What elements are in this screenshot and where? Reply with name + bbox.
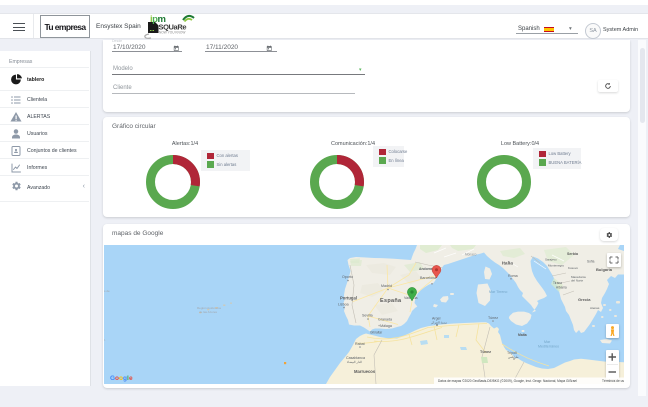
svg-text:Montenegro: Montenegro: [548, 264, 564, 268]
svg-text:Marruecos: Marruecos: [354, 369, 376, 374]
svg-text:Andorra: Andorra: [419, 267, 432, 271]
svg-text:Albania: Albania: [556, 286, 567, 290]
svg-text:Túnez: Túnez: [480, 350, 491, 354]
svg-text:NOW YOU KNOW: NOW YOU KNOW: [159, 31, 185, 35]
svg-text:Barcelona: Barcelona: [420, 276, 436, 280]
svg-text:Región Autónoma: Región Autónoma: [197, 306, 221, 310]
svg-text:ipm: ipm: [150, 14, 165, 25]
svg-text:الدار البيضاء: الدار البيضاء: [347, 360, 362, 364]
svg-text:Gibraltar: Gibraltar: [370, 331, 383, 335]
svg-text:Serbia: Serbia: [567, 252, 579, 256]
svg-text:Grecia: Grecia: [578, 297, 591, 302]
svg-text:Lisboa: Lisboa: [338, 303, 349, 307]
svg-text:مدينة الجزائر: مدينة الجزائر: [430, 321, 447, 325]
svg-text:Mar: Mar: [544, 340, 551, 344]
svg-text:Sofía: Sofía: [587, 260, 595, 264]
svg-text:Roma: Roma: [508, 274, 518, 278]
svg-text:Datos de mapas ©2020 GeoBasis-: Datos de mapas ©2020 GeoBasis-DE/BKG (©2…: [438, 379, 577, 383]
svg-text:o: o: [119, 375, 123, 382]
svg-text:g: g: [123, 375, 127, 382]
svg-text:Atenas: Atenas: [590, 306, 600, 310]
svg-text:Macedonia: Macedonia: [571, 275, 586, 279]
svg-text:España: España: [380, 298, 402, 304]
svg-text:Trípoli: Trípoli: [507, 351, 517, 355]
svg-text:G: G: [110, 375, 115, 382]
svg-text:Tirana: Tirana: [553, 281, 562, 285]
svg-text:o: o: [115, 375, 119, 382]
svg-text:Italia: Italia: [502, 261, 513, 267]
svg-text:Granada: Granada: [378, 318, 392, 322]
svg-text:de las Azores: de las Azores: [199, 310, 218, 314]
svg-text:Portugal: Portugal: [340, 296, 357, 301]
svg-text:Kosovo: Kosovo: [568, 266, 578, 270]
svg-text:Mónaco: Mónaco: [465, 253, 477, 257]
svg-text:طرابلس: طرابلس: [508, 355, 519, 359]
svg-text:Sarajevo: Sarajevo: [545, 258, 557, 262]
svg-text:l: l: [127, 375, 129, 382]
svg-text:del Norte: del Norte: [571, 279, 584, 283]
svg-text:Madrid: Madrid: [381, 284, 392, 288]
svg-text:s de: s de: [104, 289, 110, 293]
svg-text:+Málaga: +Málaga: [378, 324, 392, 328]
svg-text:Bulgaria: Bulgaria: [596, 267, 613, 272]
svg-text:I.: I.: [104, 338, 106, 342]
svg-text:Sevilla: Sevilla: [362, 314, 373, 318]
svg-text:Argel: Argel: [432, 317, 441, 321]
svg-text:Mar Tirreno: Mar Tirreno: [489, 290, 507, 294]
svg-text:Oporto: Oporto: [342, 275, 353, 279]
svg-text:Malta: Malta: [518, 333, 527, 337]
svg-text:Términos de uso: Términos de uso: [602, 379, 624, 383]
svg-text:e: e: [129, 375, 133, 382]
svg-text:SQUaRe: SQUaRe: [159, 23, 187, 32]
svg-text:Rabat: Rabat: [355, 342, 365, 346]
svg-text:Túnez: Túnez: [488, 316, 498, 320]
svg-text:Mediterráneo: Mediterráneo: [538, 345, 559, 349]
svg-text:Casablanca: Casablanca: [346, 356, 365, 360]
